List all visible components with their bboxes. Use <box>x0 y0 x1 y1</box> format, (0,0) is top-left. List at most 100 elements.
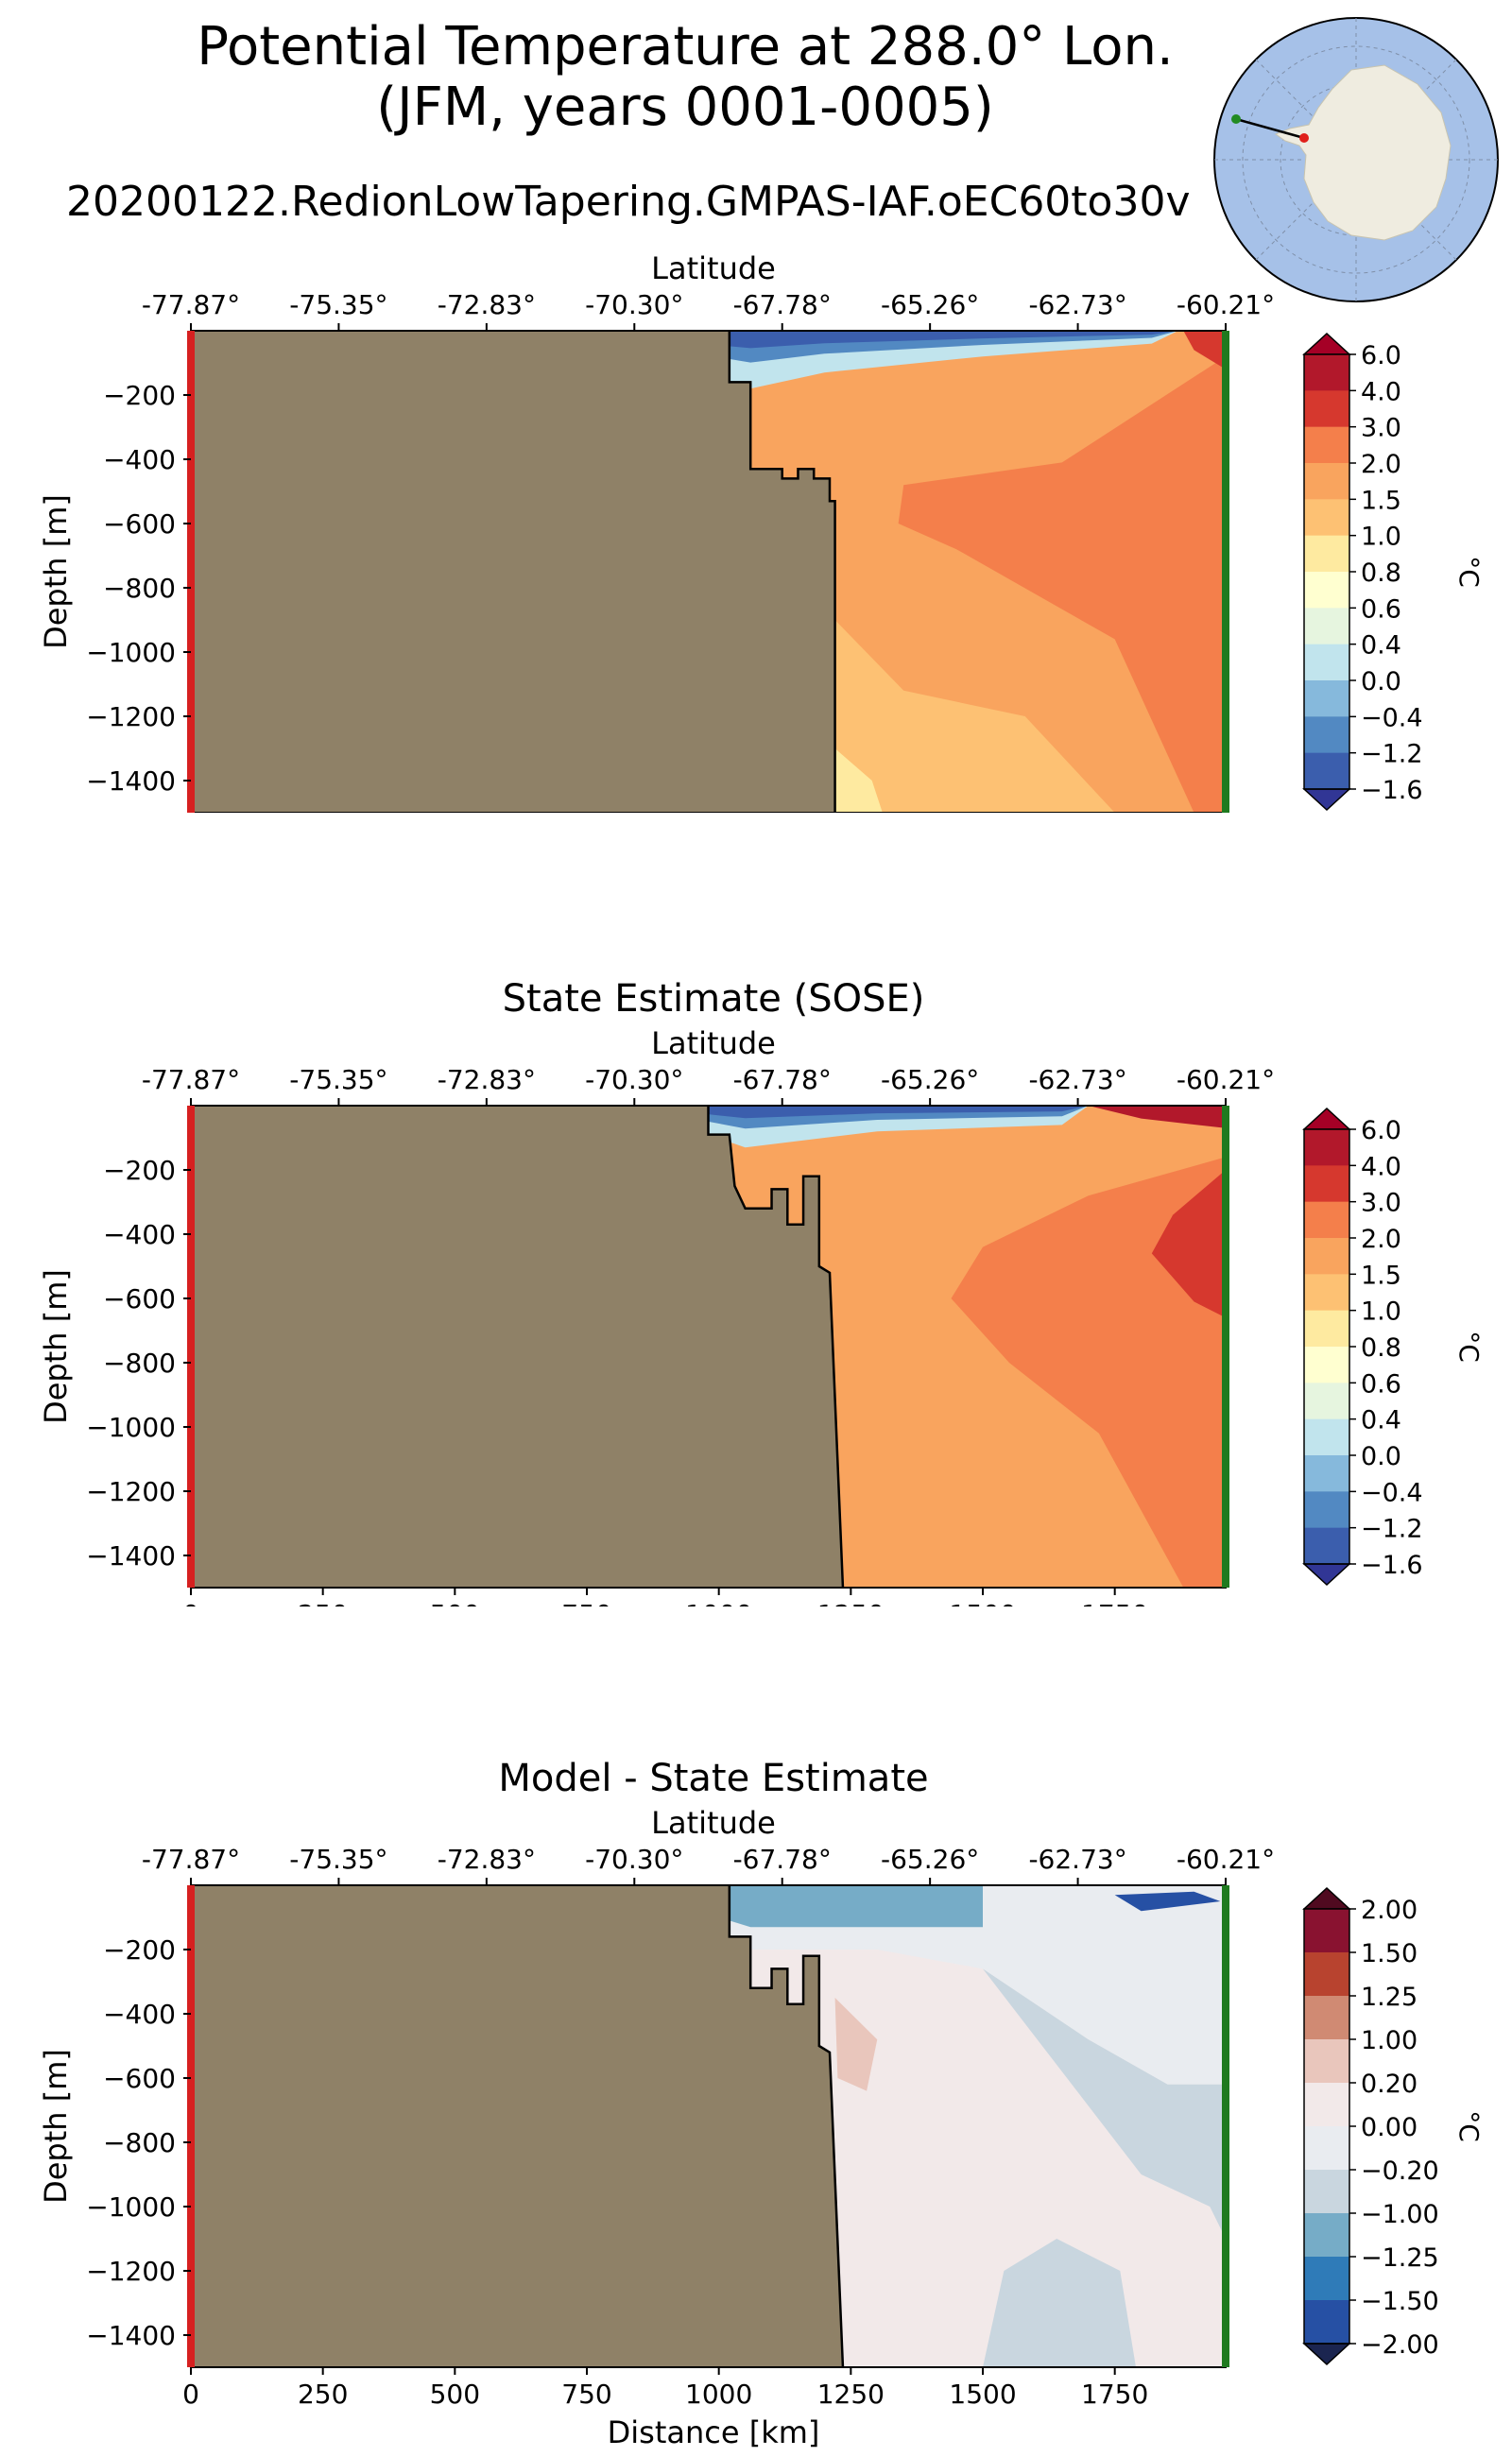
colorbar-tick-label: 0.4 <box>1361 1406 1401 1435</box>
top-tick-label: -65.26° <box>881 1844 979 1875</box>
top-tick-label: -70.30° <box>585 289 683 320</box>
colorbar-tick-label: 2.0 <box>1361 450 1401 479</box>
y-tick-label: −600 <box>103 1283 176 1314</box>
contour-region <box>898 356 1226 813</box>
colorbar-segment <box>1304 1527 1349 1565</box>
contour-region <box>1151 1170 1226 1318</box>
contour-region <box>951 1157 1226 1588</box>
top-tick-label: -77.87° <box>142 289 240 320</box>
panel-2: State Estimate (SOSE) Latitude -77.87° -75.… <box>38 977 1485 1606</box>
colorbar-tick-label: 4.0 <box>1361 1152 1401 1181</box>
y-tick-label: −200 <box>103 1155 176 1186</box>
figure-title: Potential Temperature at 288.0° Lon. (JF… <box>0 17 1370 138</box>
y-tick-label: −1200 <box>86 1476 176 1507</box>
colorbar-tick-label: 4.0 <box>1361 377 1401 406</box>
x-tick-label: 0 <box>182 2379 199 2410</box>
top-tick-label: -70.30° <box>585 1844 683 1875</box>
land-mask <box>191 1885 843 2367</box>
colorbar-tick-label: −0.4 <box>1361 1478 1423 1507</box>
colorbar-tick-label: −0.4 <box>1361 703 1423 732</box>
colorbar-tick-label: 1.5 <box>1361 486 1401 515</box>
contour-region <box>834 1998 878 2091</box>
x-axis-label: Distance [km] <box>608 2414 820 2450</box>
y-tick-label: −800 <box>103 2127 176 2158</box>
bathymetry-line <box>728 1885 845 2367</box>
colorbar-segment <box>1304 426 1349 464</box>
colorbar-tick-label: −1.00 <box>1361 2200 1439 2229</box>
top-tick-label: -77.87° <box>142 1844 240 1875</box>
y-tick-label: −400 <box>103 444 176 475</box>
colorbar-tick-label: 0.8 <box>1361 558 1401 588</box>
colorbar-tick-label: 3.0 <box>1361 1189 1401 1218</box>
top-tick-label: -65.26° <box>881 289 979 320</box>
y-tick-label: −200 <box>103 1934 176 1966</box>
top-tick-label: -75.35° <box>289 1844 387 1875</box>
panel-title: Model - State Estimate <box>498 1757 928 1800</box>
y-tick-label: −800 <box>103 1348 176 1379</box>
top-tick-label: -67.78° <box>733 1064 832 1095</box>
top-tick-label: -77.87° <box>142 1064 240 1095</box>
y-tick-label: −1200 <box>86 701 176 732</box>
colorbar-segment <box>1304 354 1349 391</box>
top-tick-label: -62.73° <box>1028 1844 1126 1875</box>
top-tick-label: -62.73° <box>1028 289 1126 320</box>
top-tick-label: -72.83° <box>438 289 536 320</box>
top-axis-label: Latitude <box>651 250 776 286</box>
plot-group: State Estimate (SOSE) Latitude -77.87° -75.… <box>38 977 1485 1606</box>
colorbar-tick-label: −1.2 <box>1361 740 1423 769</box>
colorbar-segment <box>1304 463 1349 500</box>
panel-1: Latitude -77.87° -75.35° -72.83° -70.30° -67.… <box>38 250 1485 813</box>
antarctica-locator-map <box>1213 17 1499 302</box>
contour-region <box>983 1968 1226 2239</box>
contour-region <box>729 1885 984 1928</box>
plot-body <box>191 331 1226 813</box>
colorbar-segment <box>1304 1455 1349 1492</box>
y-tick-label: −800 <box>103 573 176 604</box>
colorbar-tick-label: 0.6 <box>1361 594 1401 624</box>
top-tick-label: -70.30° <box>585 1064 683 1095</box>
colorbar-tick-label: −1.50 <box>1361 2287 1439 2316</box>
colorbar-segment <box>1304 535 1349 573</box>
top-axis-label: Latitude <box>651 1805 776 1841</box>
y-tick-label: −400 <box>103 1219 176 1250</box>
top-tick-label: -65.26° <box>881 1064 979 1095</box>
x-tick-label: 250 <box>298 1599 348 1606</box>
panel-title: State Estimate (SOSE) <box>503 977 925 1021</box>
colorbar-unit-label: °C <box>1453 1331 1485 1363</box>
colorbar-tick-label: 1.0 <box>1361 1297 1401 1327</box>
colorbar-unit-label: °C <box>1453 2110 1485 2142</box>
top-tick-label: -60.21° <box>1177 1064 1275 1095</box>
top-tick-label: -60.21° <box>1177 1844 1275 1875</box>
colorbar-tick-label: 1.25 <box>1361 1983 1418 2012</box>
colorbar-segment <box>1304 1347 1349 1383</box>
colorbar-extend-min <box>1302 2343 1351 2366</box>
colorbar-segment <box>1304 2039 1349 2084</box>
antarctica-landmass <box>1274 64 1452 241</box>
colorbar-tick-label: 0.0 <box>1361 1442 1401 1471</box>
title-line-2: (JFM, years 0001-0005) <box>376 77 994 138</box>
colorbar-tick-label: 2.00 <box>1361 1896 1418 1925</box>
x-tick-label: 1250 <box>817 1599 885 1606</box>
y-tick-label: −1000 <box>86 2191 176 2223</box>
top-tick-label: -60.21° <box>1177 289 1275 320</box>
colorbar-segment <box>1304 2300 1349 2345</box>
plot-group: Model - State Estimate Latitude -77.87° -75… <box>38 1757 1485 2450</box>
contour-region <box>834 748 883 813</box>
y-tick-label: −1000 <box>86 637 176 668</box>
y-axis-label: Depth [m] <box>38 494 74 649</box>
top-axis-label: Latitude <box>651 1025 776 1061</box>
x-tick-label: 750 <box>561 1599 611 1606</box>
y-axis-label: Depth [m] <box>38 2049 74 2204</box>
colorbar-segment <box>1304 1129 1349 1166</box>
title-line-1: Potential Temperature at 288.0° Lon. <box>197 16 1174 77</box>
colorbar-tick-label: 1.00 <box>1361 2026 1418 2055</box>
top-tick-label: -72.83° <box>438 1064 536 1095</box>
contour-region <box>708 1106 1089 1119</box>
plot-body <box>191 1106 1226 1588</box>
y-tick-label: −1400 <box>86 2320 176 2351</box>
top-tick-label: -67.78° <box>733 1844 832 1875</box>
top-tick-label: -72.83° <box>438 1844 536 1875</box>
colorbar-segment <box>1304 2213 1349 2258</box>
colorbar-segment <box>1304 1491 1349 1529</box>
